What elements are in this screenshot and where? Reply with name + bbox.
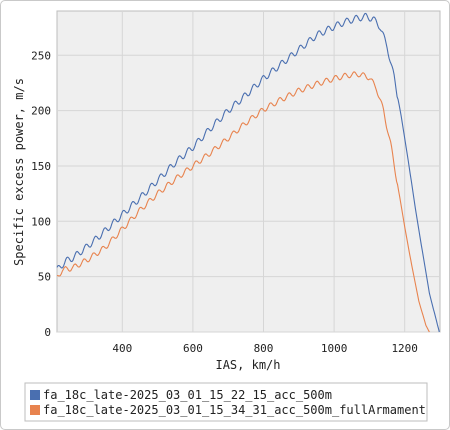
x-tick-label-0: 400 bbox=[112, 342, 132, 355]
series-lines bbox=[56, 12, 440, 333]
plot-area bbox=[56, 10, 441, 333]
y-tick-label-4: 200 bbox=[31, 105, 51, 118]
legend-label-series-2: fa_18c_late-2025_03_01_15_34_31_acc_500m… bbox=[43, 403, 426, 417]
x-tick-label-3: 1000 bbox=[321, 342, 348, 355]
series-line-2 bbox=[56, 71, 430, 333]
x-tick-label-2: 800 bbox=[254, 342, 274, 355]
x-tick-label-1: 600 bbox=[183, 342, 203, 355]
legend-label-series-1: fa_18c_late-2025_03_01_15_22_15_acc_500m bbox=[43, 388, 332, 402]
tick-labels: 400 600 800 1000 1200 0 50 100 150 200 250 bbox=[31, 49, 418, 355]
y-tick-label-0: 0 bbox=[44, 326, 51, 339]
y-axis-title: Specific excess power, m/s bbox=[12, 78, 26, 266]
y-tick-label-3: 150 bbox=[31, 160, 51, 173]
legend-box bbox=[24, 382, 428, 422]
x-axis-title: IAS, km/h bbox=[215, 358, 280, 372]
legend-swatch-series-1 bbox=[30, 390, 40, 400]
grid-lines bbox=[57, 11, 440, 333]
series-line-1 bbox=[56, 12, 440, 333]
y-tick-label-5: 250 bbox=[31, 49, 51, 62]
y-tick-label-2: 100 bbox=[31, 215, 51, 228]
legend-swatch-series-2 bbox=[30, 405, 40, 415]
legend: fa_18c_late-2025_03_01_15_22_15_acc_500m… bbox=[24, 382, 428, 422]
x-tick-label-4: 1200 bbox=[391, 342, 418, 355]
y-tick-label-1: 50 bbox=[38, 271, 51, 284]
